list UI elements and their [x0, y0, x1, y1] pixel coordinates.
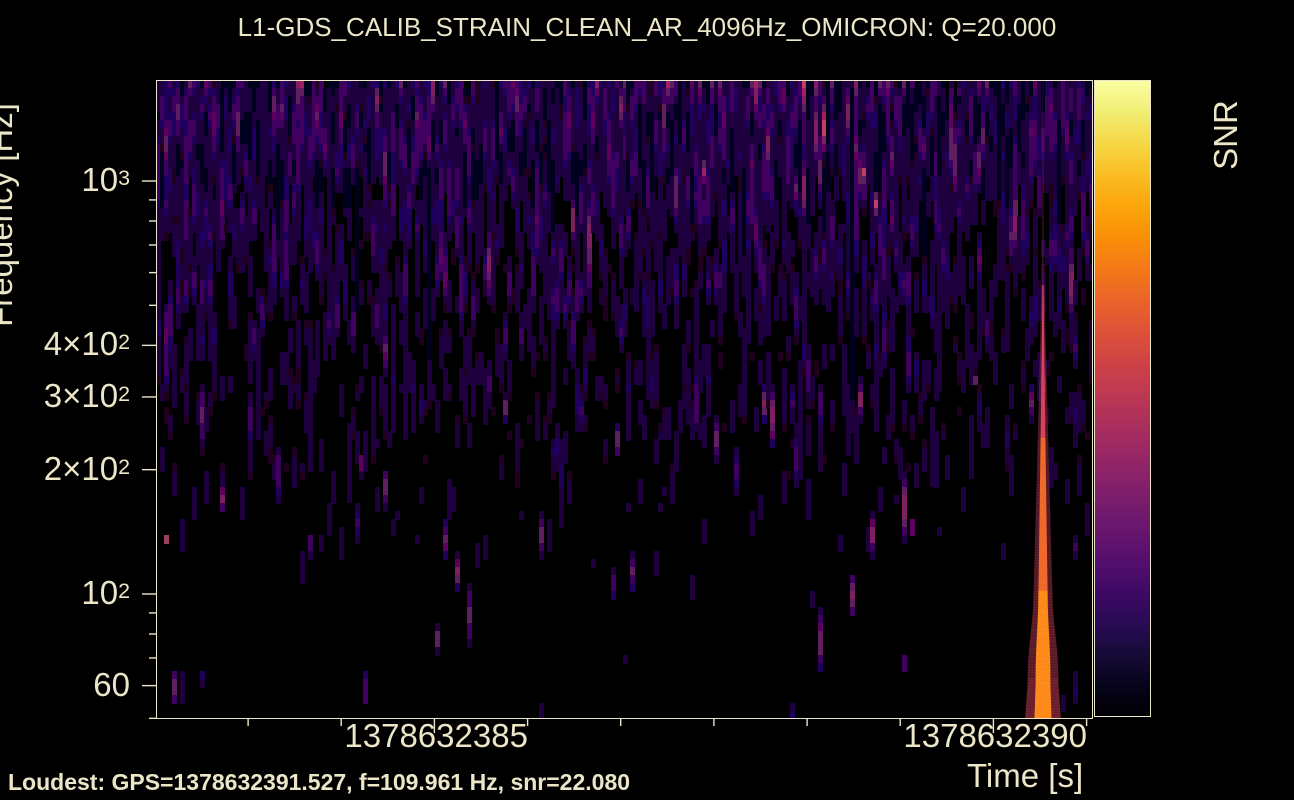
svg-text:3×102: 3×102	[44, 377, 130, 414]
svg-text:102: 102	[81, 574, 130, 611]
svg-text:4×102: 4×102	[44, 325, 130, 362]
svg-text:60: 60	[93, 666, 130, 703]
svg-text:103: 103	[81, 161, 130, 198]
svg-text:2×102: 2×102	[44, 450, 130, 487]
